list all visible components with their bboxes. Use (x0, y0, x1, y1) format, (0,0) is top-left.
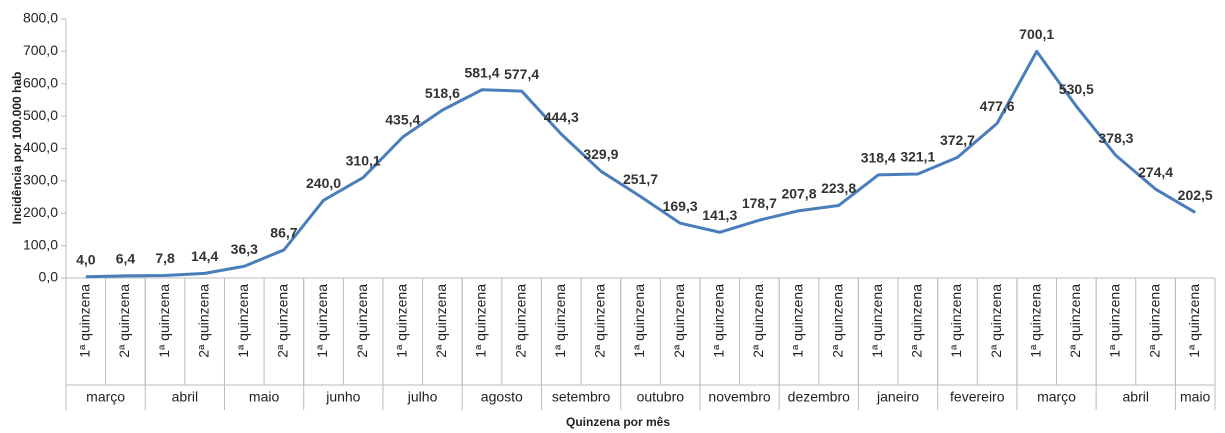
data-label: 202,5 (1178, 187, 1213, 203)
group-label: junho (325, 389, 360, 405)
group-label: fevereiro (950, 389, 1005, 405)
group-label: agosto (481, 389, 523, 405)
x-tick-label: 1ª quinzena (1027, 284, 1043, 358)
x-tick-label: 2ª quinzena (750, 284, 766, 358)
group-label: julho (407, 389, 438, 405)
x-tick-label: 2ª quinzena (195, 284, 211, 358)
data-label: 207,8 (781, 185, 816, 201)
data-label: 329,9 (583, 146, 618, 162)
x-tick-label: 2ª quinzena (1146, 284, 1162, 358)
y-tick-label: 600,0 (23, 74, 58, 90)
y-tick-label: 400,0 (23, 139, 58, 155)
x-tick-label: 1ª quinzena (156, 284, 172, 358)
group-label: abril (1123, 389, 1149, 405)
group-label: janeiro (876, 389, 919, 405)
group-label: dezembro (788, 389, 850, 405)
y-tick-label: 800,0 (23, 10, 58, 26)
group-label: outubro (637, 389, 685, 405)
x-tick-label: 1ª quinzena (473, 284, 489, 358)
y-tick-label: 0,0 (39, 269, 59, 285)
x-tick-label: 1ª quinzena (77, 284, 93, 358)
data-label: 36,3 (231, 241, 258, 257)
x-tick-label: 2ª quinzena (275, 284, 291, 358)
x-tick-label: 1ª quinzena (869, 284, 885, 358)
x-tick-label: 2ª quinzena (988, 284, 1004, 358)
group-label: setembro (552, 389, 611, 405)
data-label: 4,0 (76, 251, 96, 267)
data-label: 178,7 (742, 195, 777, 211)
group-label: março (86, 389, 125, 405)
x-tick-label: 2ª quinzena (433, 284, 449, 358)
data-label: 141,3 (702, 207, 737, 223)
data-label: 477,6 (980, 98, 1015, 114)
y-tick-label: 300,0 (23, 172, 58, 188)
group-label: maio (249, 389, 280, 405)
data-label: 86,7 (270, 225, 297, 241)
x-axis-title: Quinzena por mês (566, 415, 670, 429)
x-tick-label: 1ª quinzena (1107, 284, 1123, 358)
x-tick-label: 2ª quinzena (354, 284, 370, 358)
y-axis-title: Incidência por 100.000 hab (10, 72, 24, 225)
group-label: março (1037, 389, 1076, 405)
data-label: 240,0 (306, 175, 341, 191)
data-label: 700,1 (1019, 26, 1054, 42)
y-tick-label: 100,0 (23, 236, 58, 252)
data-label: 169,3 (663, 198, 698, 214)
data-label: 251,7 (623, 171, 658, 187)
y-tick-label: 500,0 (23, 107, 58, 123)
data-label: 577,4 (504, 66, 539, 82)
data-label: 372,7 (940, 132, 975, 148)
group-label: abril (172, 389, 198, 405)
x-tick-label: 1ª quinzena (631, 284, 647, 358)
group-label: maio (1180, 389, 1211, 405)
x-tick-label: 2ª quinzena (909, 284, 925, 358)
data-label: 435,4 (385, 112, 420, 128)
data-label: 318,4 (861, 150, 896, 166)
data-label: 223,8 (821, 180, 856, 196)
line (85, 49, 1196, 279)
y-tick-label: 200,0 (23, 204, 58, 220)
data-label: 530,5 (1059, 81, 1094, 97)
x-tick-label: 2ª quinzena (829, 284, 845, 358)
x-tick-label: 2ª quinzena (592, 284, 608, 358)
data-label: 274,4 (1138, 164, 1173, 180)
x-tick-label: 1ª quinzena (790, 284, 806, 358)
y-tick-label: 700,0 (23, 42, 58, 58)
data-label: 321,1 (900, 149, 935, 165)
data-label: 7,8 (155, 250, 175, 266)
data-label: 518,6 (425, 85, 460, 101)
x-tick-label: 2ª quinzena (116, 284, 132, 358)
x-tick-label: 2ª quinzena (512, 284, 528, 358)
x-tick-label: 1ª quinzena (552, 284, 568, 358)
data-label: 14,4 (191, 248, 218, 264)
x-tick-label: 1ª quinzena (235, 284, 251, 358)
data-label: 581,4 (464, 64, 499, 80)
x-tick-label: 2ª quinzena (671, 284, 687, 358)
data-label: 444,3 (544, 109, 579, 125)
x-tick-label: 1ª quinzena (948, 284, 964, 358)
x-tick-label: 1ª quinzena (710, 284, 726, 358)
x-tick-label: 1ª quinzena (1186, 284, 1202, 358)
x-tick-label: 1ª quinzena (314, 284, 330, 358)
data-label: 378,3 (1098, 130, 1133, 146)
x-tick-label: 1ª quinzena (393, 284, 409, 358)
x-tick-label: 2ª quinzena (1067, 284, 1083, 358)
data-label: 310,1 (346, 152, 381, 168)
group-label: novembro (708, 389, 770, 405)
data-label: 6,4 (116, 251, 136, 267)
